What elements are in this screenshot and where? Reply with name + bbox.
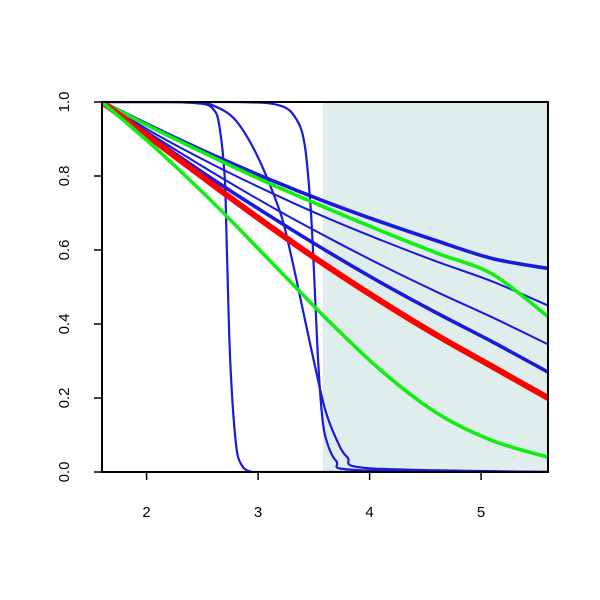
- series-line-9-red: [102, 102, 548, 401]
- series-line-3-blue: [102, 102, 548, 346]
- y-tick-label: 0.6: [56, 240, 73, 261]
- y-tick-label: 1.0: [56, 92, 73, 113]
- y-tick-label: 0.8: [56, 166, 73, 187]
- series-line-6-blue: [102, 102, 548, 472]
- series-line-2-blue: [102, 102, 548, 307]
- plot-frame: [101, 101, 549, 473]
- series-line-10-green: [102, 102, 548, 459]
- plot-area: [102, 102, 548, 472]
- y-tick-label: 0.4: [56, 314, 73, 335]
- y-tick-label: 0.0: [56, 462, 73, 483]
- x-tick-label: 5: [477, 504, 485, 521]
- series-line-8-green: [102, 102, 548, 319]
- x-tick-label: 4: [365, 504, 373, 521]
- x-tick-label: 2: [142, 504, 150, 521]
- axes: 2 3 4 5 0.0 0.2 0.4 0.6 0.8 1.0: [56, 92, 549, 521]
- series-line-7-blue: [102, 102, 548, 472]
- x-tick-label: 3: [254, 504, 262, 521]
- series-line-5-blue: [102, 102, 548, 472]
- y-tick-label: 0.2: [56, 388, 73, 409]
